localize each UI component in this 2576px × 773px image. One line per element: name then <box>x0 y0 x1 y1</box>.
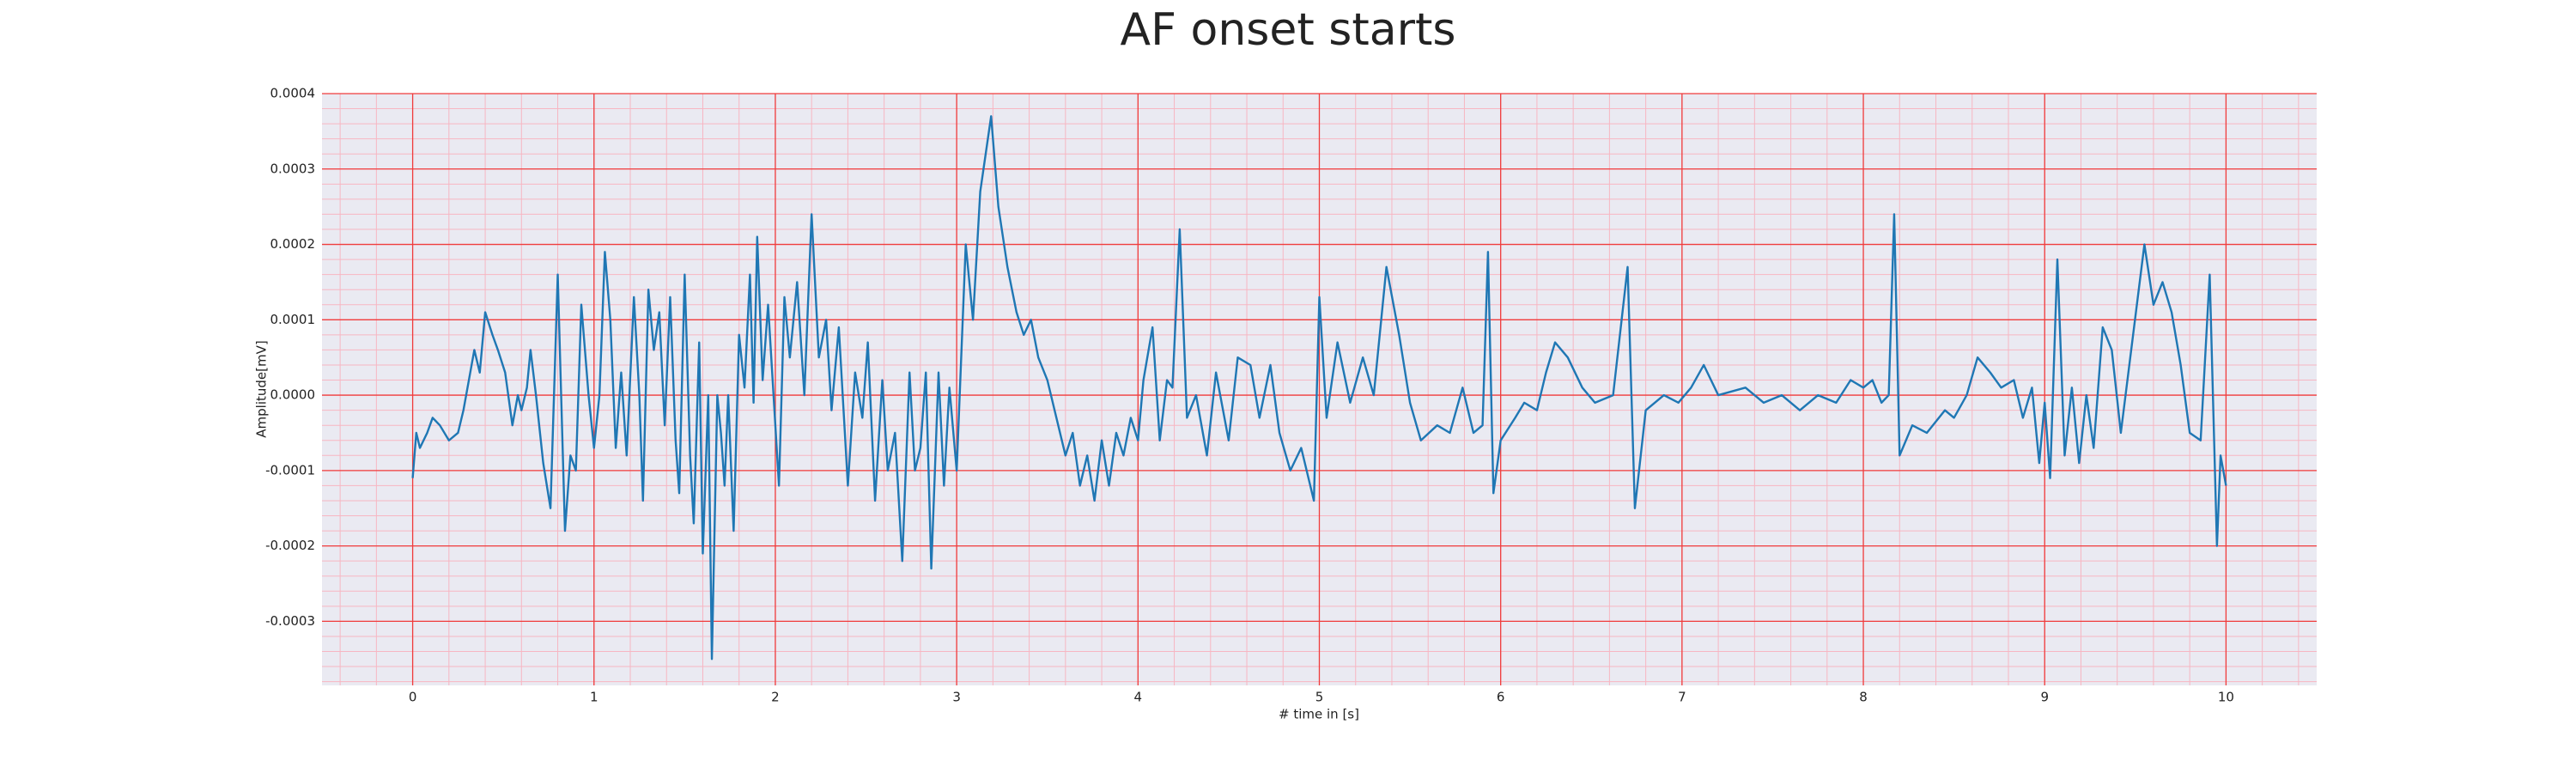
y-axis-label: Amplitude[mV] <box>254 340 270 437</box>
x-tick-label: 7 <box>1678 690 1686 705</box>
x-tick-label: 10 <box>2218 690 2234 705</box>
y-tick-label: -0.0001 <box>265 462 315 478</box>
x-tick-label: 0 <box>409 690 417 705</box>
x-tick-label: 5 <box>1315 690 1324 705</box>
x-tick-label: 4 <box>1134 690 1143 705</box>
signal-line <box>411 115 2227 660</box>
x-tick-label: 9 <box>2040 690 2049 705</box>
x-tick-label: 8 <box>1859 690 1868 705</box>
y-tick-label: 0.0003 <box>270 161 316 176</box>
x-tick-label: 6 <box>1497 690 1505 705</box>
x-tick-label: 2 <box>771 690 780 705</box>
x-tick-label: 3 <box>952 690 961 705</box>
y-tick-label: -0.0002 <box>265 538 315 553</box>
y-tick-label: 0.0004 <box>270 86 316 101</box>
y-tick-label: 0.0000 <box>270 387 316 403</box>
y-tick-label: 0.0002 <box>270 236 316 252</box>
y-tick-label: -0.0003 <box>265 613 315 629</box>
chart-title: AF onset starts <box>1121 4 1456 56</box>
x-axis-label: # time in [s] <box>1279 707 1359 722</box>
x-tick-label: 1 <box>590 690 598 705</box>
y-tick-label: 0.0001 <box>270 312 316 327</box>
